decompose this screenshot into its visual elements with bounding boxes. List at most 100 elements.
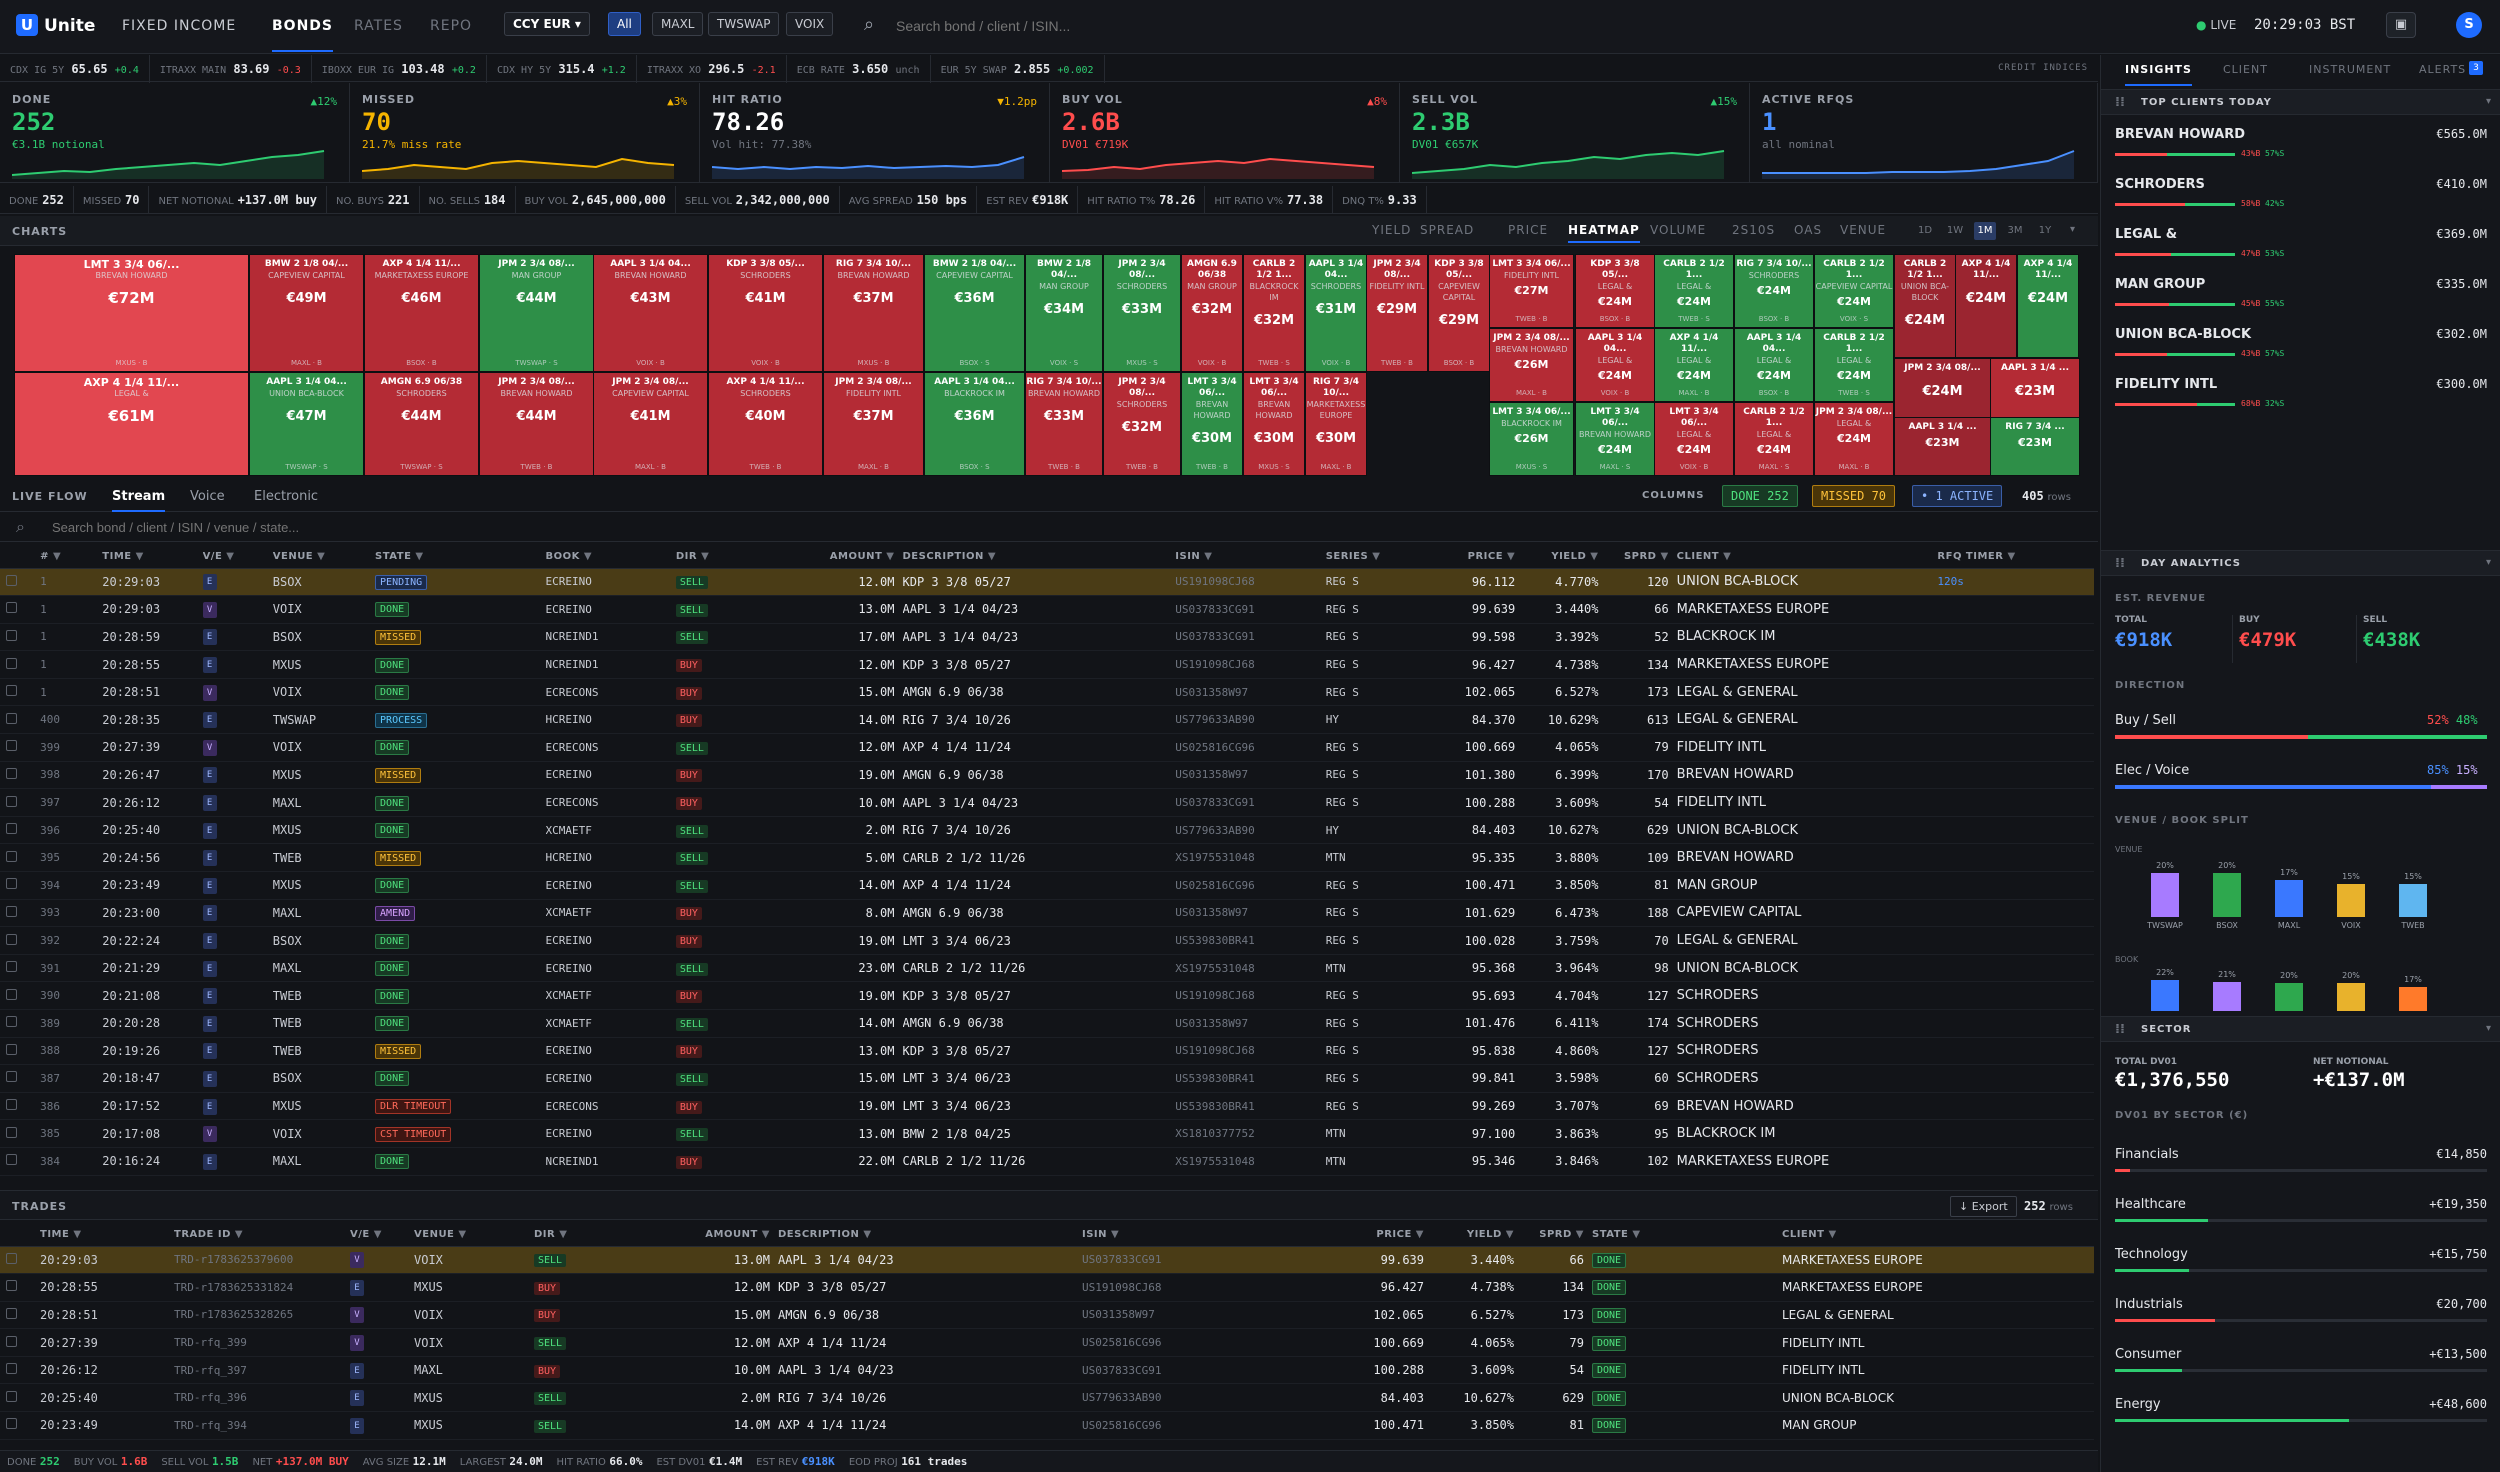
column-header[interactable]: AMOUNT ▼ — [664, 1224, 778, 1247]
filter-icon[interactable]: ▼ — [1828, 1229, 1837, 1241]
heatmap-cell[interactable]: JPM 2 3/4 08/... FIDELITY INTL €37M MAXL… — [823, 372, 924, 476]
heatmap-cell[interactable]: LMT 3 3/4 06/... FIDELITY INTL €27M TWEB… — [1489, 254, 1574, 328]
row-checkbox[interactable] — [0, 568, 41, 597]
client-row[interactable]: MAN GROUP €335.0M 45%B 55%S — [2115, 277, 2487, 327]
chart-tab-heatmap[interactable]: HEATMAP — [1568, 223, 1640, 243]
filter-icon[interactable]: ▼ — [2007, 551, 2016, 563]
row-checkbox[interactable] — [0, 705, 41, 735]
flow-search-input[interactable] — [52, 516, 952, 538]
filter-maxl[interactable]: MAXL — [652, 12, 704, 36]
column-header[interactable]: SPRD ▼ — [1606, 546, 1677, 569]
filter-twswap[interactable]: TWSWAP — [708, 12, 780, 36]
chart-tab-oas[interactable]: OAS — [1794, 223, 1823, 237]
chart-tab-yield[interactable]: YIELD — [1372, 223, 1412, 237]
heatmap-cell[interactable]: KDP 3 3/8 05/... SCHRODERS €41M VOIX · B — [708, 254, 823, 372]
filter-icon[interactable]: ▼ — [1204, 551, 1213, 563]
table-row[interactable]: 384 20:16:24 E MAXL DONE NCREIND1 BUY 22… — [0, 1147, 2094, 1176]
client-row[interactable]: LEGAL & €369.0M 47%B 53%S — [2115, 227, 2487, 277]
column-header[interactable]: YIELD ▼ — [1523, 546, 1607, 569]
filter-all[interactable]: All — [608, 12, 641, 36]
table-row[interactable]: 396 20:25:40 E MXUS DONE XCMAETF SELL 2.… — [0, 816, 2094, 845]
heatmap-cell[interactable]: KDP 3 3/8 05/... CAPEVIEW CAPITAL €29M B… — [1428, 254, 1490, 372]
filter-icon[interactable]: ▼ — [987, 551, 997, 563]
column-header[interactable]: PRICE ▼ — [1322, 1224, 1432, 1247]
timeframe-3m[interactable]: 3M — [2007, 225, 2023, 236]
table-row[interactable]: 20:26:12 TRD-rfq_397 E MAXL BUY 10.0M AA… — [0, 1356, 2094, 1385]
client-row[interactable]: UNION BCA-BLOCK €302.0M 43%B 57%S — [2115, 327, 2487, 377]
column-header[interactable]: AMOUNT ▼ — [777, 546, 903, 569]
filter-icon[interactable]: ▼ — [1632, 1229, 1641, 1241]
kpi-card[interactable]: MISSED 70 21.7% miss rate ▲3% — [350, 83, 700, 183]
row-checkbox[interactable] — [0, 1119, 41, 1148]
row-checkbox[interactable] — [0, 1092, 41, 1121]
row-checkbox[interactable] — [0, 954, 41, 983]
filter-icon[interactable]: ▼ — [52, 551, 62, 563]
heatmap-cell[interactable]: BMW 2 1/8 04/... MAN GROUP €34M VOIX · S — [1025, 254, 1103, 372]
column-header[interactable]: DESCRIPTION ▼ — [778, 1224, 1082, 1247]
filter-icon[interactable]: ▼ — [226, 551, 235, 563]
filter-icon[interactable]: ▼ — [1415, 1229, 1424, 1241]
timeframe-1m[interactable]: 1M — [1974, 222, 1996, 240]
filter-icon[interactable]: ▼ — [583, 551, 593, 563]
column-header[interactable]: TRADE ID ▼ — [174, 1224, 350, 1247]
heatmap-cell[interactable]: AAPL 3 1/4 04... LEGAL & €24M BSOX · B — [1734, 328, 1814, 402]
heatmap-cell[interactable]: JPM 2 3/4 08/... SCHRODERS €33M MXUS · S — [1103, 254, 1181, 372]
table-row[interactable]: 393 20:23:00 E MAXL AMEND XCMAETF BUY 8.… — [0, 899, 2094, 928]
kpi-card[interactable]: DONE 252 €3.1B notional ▲12% — [0, 83, 350, 183]
table-row[interactable]: 394 20:23:49 E MXUS DONE ECREINO SELL 14… — [0, 871, 2094, 900]
client-row[interactable]: FIDELITY INTL €300.0M 68%B 32%S — [2115, 377, 2487, 427]
export-button[interactable]: ↓ Export — [1950, 1196, 2017, 1217]
columns-button[interactable]: COLUMNS — [1642, 490, 1705, 501]
heatmap-cell[interactable]: AXP 4 1/4 11/... SCHRODERS €40M TWEB · B — [708, 372, 823, 476]
ticker-item[interactable]: ECB RATE 3.650 unch — [787, 55, 931, 83]
heatmap-cell[interactable]: JPM 2 3/4 08/... CAPEVIEW CAPITAL €41M M… — [593, 372, 708, 476]
table-row[interactable]: 1 20:29:03 E BSOX PENDING ECREINO SELL 1… — [0, 568, 2094, 597]
row-checkbox[interactable] — [0, 1037, 41, 1066]
heatmap-cell[interactable]: AAPL 3 1/4 04... BLACKROCK IM €36M BSOX … — [924, 372, 1025, 476]
row-checkbox[interactable] — [0, 871, 41, 900]
row-checkbox[interactable] — [0, 899, 41, 928]
chart-tab-spread[interactable]: SPREAD — [1420, 223, 1475, 237]
panel-toggle-icon[interactable]: ▣ — [2386, 12, 2416, 38]
kpi-card[interactable]: BUY VOL 2.6B DV01 €719K ▲8% — [1050, 83, 1400, 183]
row-checkbox[interactable] — [0, 1064, 41, 1093]
sector-row[interactable]: Industrials €20,700 — [2115, 1297, 2487, 1347]
column-header[interactable]: VENUE ▼ — [272, 546, 376, 569]
active-filter-chip[interactable]: • 1 ACTIVE — [1912, 485, 2003, 507]
heatmap-cell[interactable]: RIG 7 3/4 10/... MARKETAXESS EUROPE €30M… — [1305, 372, 1367, 476]
chart-tab-price[interactable]: PRICE — [1508, 223, 1549, 237]
drag-handle-icon[interactable]: ⁞⁞ — [2115, 1022, 2125, 1037]
missed-filter-chip[interactable]: MISSED 70 — [1812, 485, 1896, 507]
row-checkbox[interactable] — [0, 981, 41, 1010]
heatmap-cell[interactable]: LMT 3 3/4 06/... BLACKROCK IM €26M MXUS … — [1489, 402, 1574, 476]
day-analytics-header[interactable]: ⁞⁞ DAY ANALYTICS ▾ — [2101, 550, 2500, 576]
table-row[interactable]: 397 20:26:12 E MAXL DONE ECRECONS BUY 10… — [0, 788, 2094, 817]
column-header[interactable]: VENUE ▼ — [414, 1224, 534, 1247]
table-row[interactable]: 399 20:27:39 V VOIX DONE ECRECONS SELL 1… — [0, 733, 2094, 762]
column-header[interactable]: V/E ▼ — [350, 1224, 414, 1247]
heatmap-cell[interactable]: CARLB 2 1/2 1... UNION BCA-BLOCK €24M — [1894, 254, 1956, 358]
chevron-down-icon[interactable]: ▾ — [2485, 1023, 2491, 1034]
heatmap-cell[interactable]: RIG 7 3/4 ... €23M — [1990, 417, 2080, 476]
client-row[interactable]: BREVAN HOWARD €565.0M 43%B 57%S — [2115, 127, 2487, 177]
filter-icon[interactable]: ▼ — [415, 551, 424, 563]
row-checkbox[interactable] — [0, 1273, 40, 1302]
tab-alerts[interactable]: ALERTS — [2419, 63, 2467, 76]
heatmap-cell[interactable]: CARLB 2 1/2 1... LEGAL & €24M TWEB · S — [1814, 328, 1894, 402]
column-header[interactable]: BOOK ▼ — [545, 546, 676, 569]
heatmap-cell[interactable]: LMT 3 3/4 06/... BREVAN HOWARD €24M MAXL… — [1575, 402, 1655, 476]
drag-handle-icon[interactable]: ⁞⁞ — [2115, 556, 2125, 571]
table-row[interactable]: 20:23:49 TRD-rfq_394 E MXUS SELL 14.0M A… — [0, 1411, 2094, 1440]
filter-icon[interactable]: ▼ — [73, 1229, 82, 1241]
heatmap-cell[interactable]: BMW 2 1/8 04/... CAPEVIEW CAPITAL €36M B… — [924, 254, 1025, 372]
column-header[interactable]: PRICE ▼ — [1428, 546, 1524, 569]
sector-row[interactable]: Financials €14,850 — [2115, 1147, 2487, 1197]
heatmap-cell[interactable]: LMT 3 3/4 06/... BREVAN HOWARD €30M MXUS… — [1243, 372, 1305, 476]
column-header[interactable]: TIME ▼ — [102, 546, 203, 569]
table-row[interactable]: 385 20:17:08 V VOIX CST TIMEOUT ECREINO … — [0, 1119, 2094, 1148]
table-row[interactable]: 20:28:55 TRD-r1783625331824 E MXUS BUY 1… — [0, 1273, 2094, 1302]
ticker-item[interactable]: CDX IG 5Y 65.65 +0.4 — [0, 55, 150, 83]
table-row[interactable]: 1 20:28:51 V VOIX DONE ECRECONS BUY 15.0… — [0, 678, 2094, 707]
column-header[interactable]: RFQ TIMER ▼ — [1937, 546, 2094, 569]
table-row[interactable]: 398 20:26:47 E MXUS MISSED ECREINO BUY 1… — [0, 761, 2094, 790]
